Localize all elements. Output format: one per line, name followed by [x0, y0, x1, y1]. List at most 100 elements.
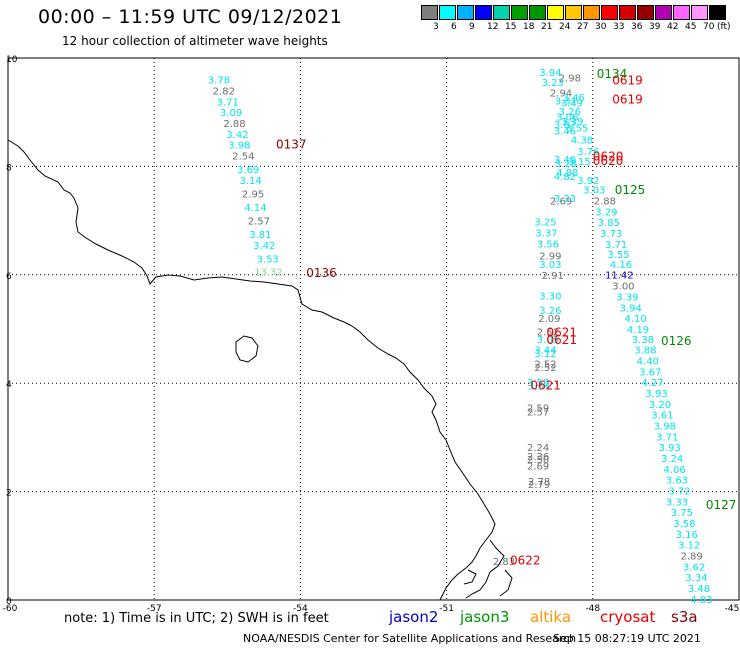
- legend-swatch: [709, 5, 727, 20]
- legend-level: 15: [505, 22, 517, 32]
- generation-timestamp: Sep 15 08:27:19 UTC 2021: [553, 632, 701, 645]
- legend-swatch: [691, 5, 709, 20]
- wave-height-label: 3.20: [649, 400, 671, 411]
- wave-height-label: 3.06: [556, 113, 578, 124]
- legend-swatch: [583, 5, 601, 20]
- wave-height-label: 3.61: [651, 411, 673, 422]
- wave-height-label: 3.81: [249, 230, 271, 241]
- pass-label: 0134: [597, 67, 628, 81]
- map-frame: [7, 57, 740, 601]
- legend-swatch: [493, 5, 511, 20]
- wave-height-label: 2.09: [538, 314, 560, 325]
- wave-height-label: 3.85: [598, 218, 620, 229]
- wave-height-label: 3.31: [555, 96, 577, 107]
- legend-swatch: [511, 5, 529, 20]
- wave-height-label: 3.26: [559, 107, 581, 118]
- wave-height-label: 3.76: [577, 147, 599, 158]
- wave-height-label: 3.56: [537, 239, 559, 250]
- wave-height-label: 2.69: [527, 462, 549, 473]
- x-tick-label: -54: [293, 604, 308, 614]
- wave-height-label: 3.09: [220, 108, 242, 119]
- wave-height-label: 3.46: [554, 127, 576, 138]
- coast-islands: [463, 539, 513, 599]
- credit-line: NOAA/NESDIS Center for Satellite Applica…: [243, 632, 577, 645]
- wave-height-label: 3.28: [555, 159, 577, 170]
- wave-height-label: 3.26: [539, 306, 561, 317]
- wave-height-label: 2.78: [528, 477, 550, 488]
- wave-height-label: 4.10: [624, 314, 646, 325]
- axis-tick-labels: -60 -57 -54 -51 -48 -45 10 8 6 4 2 0: [3, 55, 740, 614]
- wave-height-label: 3.34: [685, 573, 707, 584]
- legend-level: 27: [577, 22, 589, 32]
- satellite-s3a: s3a: [671, 608, 698, 626]
- wave-height-label: 3.63: [666, 476, 688, 487]
- legend-level: 33: [613, 22, 625, 32]
- wave-height-label: 3.42: [226, 130, 248, 141]
- wave-height-label: 3.46: [563, 93, 585, 104]
- wave-height-label: 3.58: [673, 519, 695, 530]
- wave-height-observations: 3.782.823.713.092.883.423.982.543.693.14…: [208, 68, 713, 606]
- wave-height-label: 3.53: [257, 255, 279, 266]
- legend-swatch: [601, 5, 619, 20]
- wave-height-label: 3.93: [645, 389, 667, 400]
- x-tick-label: -60: [3, 604, 18, 614]
- island-lake: [235, 335, 259, 363]
- wave-height-label: 3.38: [632, 335, 654, 346]
- wave-height-label: 2.69: [550, 197, 572, 208]
- satellite-altika: altika: [530, 608, 572, 626]
- wave-height-label: 2.79: [528, 480, 550, 491]
- wave-height-label: 4.14: [244, 203, 266, 214]
- legend-level: 39: [649, 22, 661, 32]
- wave-height-label: 3.23: [542, 78, 564, 89]
- wave-height-label: 3.71: [605, 240, 627, 251]
- pass-label: 0127: [706, 498, 737, 512]
- legend-swatch: [529, 5, 547, 20]
- wave-height-label: 3.55: [607, 250, 629, 261]
- wave-height-label: 2.54: [232, 152, 254, 163]
- pass-label: 0621: [547, 326, 578, 340]
- legend-swatch: [547, 5, 565, 20]
- legend-level: 70: [703, 22, 715, 32]
- wave-height-label: 3.25: [534, 218, 556, 229]
- footnote: note: 1) Time is in UTC; 2) SWH is in fe…: [64, 611, 329, 626]
- y-tick-label: 6: [6, 272, 12, 282]
- wave-height-label: 3.67: [639, 367, 661, 378]
- pass-label: 0619: [612, 74, 643, 88]
- legend-swatch: [439, 5, 457, 20]
- legend-level: 30: [595, 22, 607, 32]
- wave-height-label: 3.12: [678, 541, 700, 552]
- wave-height-label: 3.39: [616, 292, 638, 303]
- wave-height-label: 3.98: [654, 421, 676, 432]
- wave-height-label: 3.48: [688, 584, 710, 595]
- wave-height-label: 3.12: [534, 349, 556, 360]
- wave-height-label: 3.33: [666, 497, 688, 508]
- y-tick-label: 8: [6, 163, 12, 173]
- wave-height-label: 3.71: [656, 432, 678, 443]
- legend-swatch: [565, 5, 583, 20]
- wave-height-label: 2.59: [527, 404, 549, 415]
- wave-height-label: 4.83: [690, 595, 712, 606]
- wave-height-label: 3.39: [561, 117, 583, 128]
- wave-height-label: 2.98: [559, 74, 581, 85]
- satellite-cryosat: cryosat: [600, 608, 656, 626]
- legend-swatch: [421, 5, 439, 20]
- wave-height-label: 3.14: [239, 176, 261, 187]
- wave-height-label: 3.88: [634, 346, 656, 357]
- legend-level: 18: [523, 22, 535, 32]
- legend-swatch: [673, 5, 691, 20]
- map-title: 00:00 – 11:59 UTC 09/12/2021: [38, 6, 343, 28]
- wave-height-label: 3.44: [534, 346, 556, 357]
- wave-height-label: 2.57: [527, 407, 549, 418]
- wave-height-label: 3.94: [539, 68, 561, 79]
- legend-level: 45: [685, 22, 697, 32]
- wave-height-label: 3.37: [535, 229, 557, 240]
- wave-height-label: 2.83: [493, 557, 515, 568]
- wave-height-label: 2.24: [527, 443, 549, 454]
- wave-height-label: 2.36: [527, 452, 549, 463]
- wave-height-label: 3.29: [595, 207, 617, 218]
- pass-label: 0621: [547, 333, 578, 347]
- wave-height-label: 4.19: [627, 325, 649, 336]
- wave-height-label: 3.55: [566, 123, 588, 134]
- pass-label: 0125: [615, 183, 646, 197]
- legend-swatch: [655, 5, 673, 20]
